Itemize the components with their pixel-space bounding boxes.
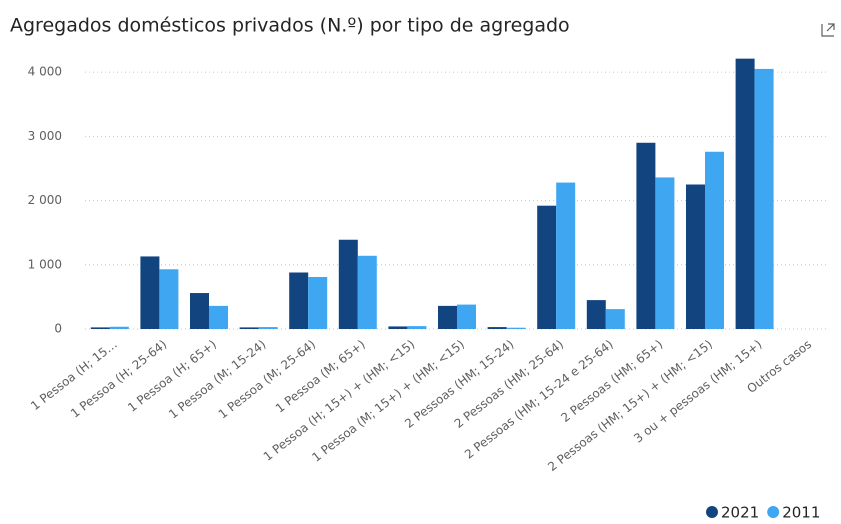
bar xyxy=(537,205,557,329)
bar xyxy=(209,305,228,329)
y-tick-label: 1 000 xyxy=(28,257,62,271)
legend-label: 2011 xyxy=(782,504,820,522)
bar xyxy=(388,326,408,329)
bar xyxy=(109,326,129,329)
legend-marker xyxy=(706,506,718,518)
bar xyxy=(338,239,358,329)
bar xyxy=(357,255,377,329)
x-tick-label: 1 Pessoa (H; 25-64) xyxy=(68,337,169,421)
bar xyxy=(487,327,507,329)
bar xyxy=(289,272,309,329)
x-tick-label: 1 Pessoa (H; 65+) xyxy=(125,337,219,415)
expand-icon[interactable] xyxy=(821,23,835,37)
bar xyxy=(457,304,476,329)
legend-label: 2021 xyxy=(721,504,759,522)
bar xyxy=(655,177,675,329)
bar xyxy=(407,326,427,329)
y-tick-label: 3 000 xyxy=(28,129,62,143)
bar xyxy=(556,182,576,329)
y-tick-label: 2 000 xyxy=(28,193,62,207)
legend-marker xyxy=(767,506,780,518)
y-tick-label: 0 xyxy=(54,322,62,336)
bar xyxy=(735,58,755,329)
bar xyxy=(140,256,160,329)
bar xyxy=(686,184,705,329)
y-tick-label: 4 000 xyxy=(28,65,62,79)
bar xyxy=(605,309,625,329)
bar xyxy=(258,327,278,329)
bar xyxy=(308,276,328,329)
bar xyxy=(705,151,724,329)
chart-title: Agregados domésticos privados (N.º) por … xyxy=(10,15,570,37)
bar xyxy=(190,293,209,329)
bar xyxy=(754,68,774,330)
x-tick-label: 1 Pessoa (H; 15… xyxy=(28,337,120,413)
bar xyxy=(90,327,110,329)
bar xyxy=(586,300,606,329)
bar xyxy=(438,305,457,329)
bar xyxy=(159,269,179,329)
x-tick-label: 1 Pessoa (M; 65+) xyxy=(273,337,368,415)
expand-icon-path[interactable] xyxy=(821,23,835,37)
x-tick-label: 1 Pessoa (M; 25-64) xyxy=(216,337,318,421)
bar xyxy=(636,142,656,329)
bar xyxy=(239,327,259,329)
bar xyxy=(506,327,526,329)
